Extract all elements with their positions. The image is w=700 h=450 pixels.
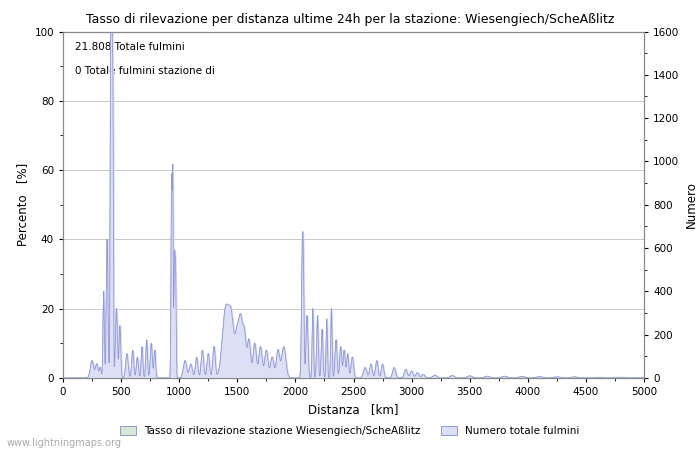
Text: Tasso di rilevazione per distanza ultime 24h per la stazione: Wiesengiech/ScheAß: Tasso di rilevazione per distanza ultime…	[86, 14, 614, 27]
Text: 0 Totale fulmini stazione di: 0 Totale fulmini stazione di	[75, 66, 214, 76]
Legend: Tasso di rilevazione stazione Wiesengiech/ScheAßlitz, Numero totale fulmini: Tasso di rilevazione stazione Wiesengiec…	[116, 422, 584, 440]
X-axis label: Distanza   [km]: Distanza [km]	[308, 403, 399, 416]
Text: 21.808 Totale fulmini: 21.808 Totale fulmini	[75, 42, 184, 52]
Text: www.lightningmaps.org: www.lightningmaps.org	[7, 438, 122, 448]
Y-axis label: Numero: Numero	[685, 181, 698, 228]
Y-axis label: Percento   [%]: Percento [%]	[16, 163, 29, 247]
